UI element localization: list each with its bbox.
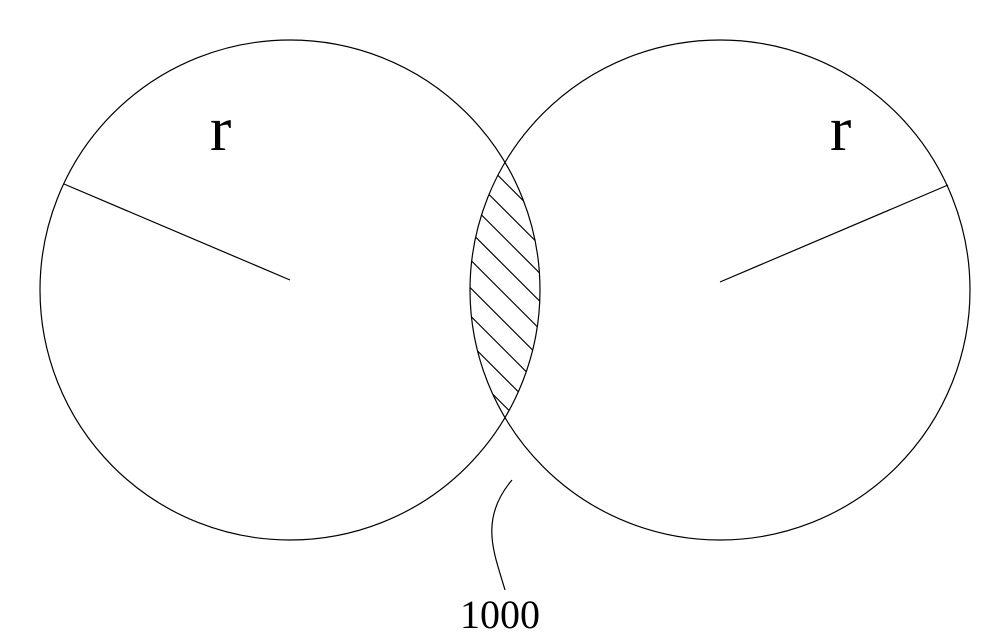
circle-1 xyxy=(40,40,540,540)
overlap-hatch xyxy=(255,0,755,640)
radius-line-1 xyxy=(64,184,290,280)
callout-leader xyxy=(492,480,512,590)
circle-2 xyxy=(470,40,970,540)
callout-label: 1000 xyxy=(460,592,540,637)
radius-label-2: r xyxy=(830,93,851,164)
venn-diagram: r r 1000 xyxy=(0,0,1000,640)
radius-line-2 xyxy=(720,185,948,282)
radius-label-1: r xyxy=(210,93,231,164)
